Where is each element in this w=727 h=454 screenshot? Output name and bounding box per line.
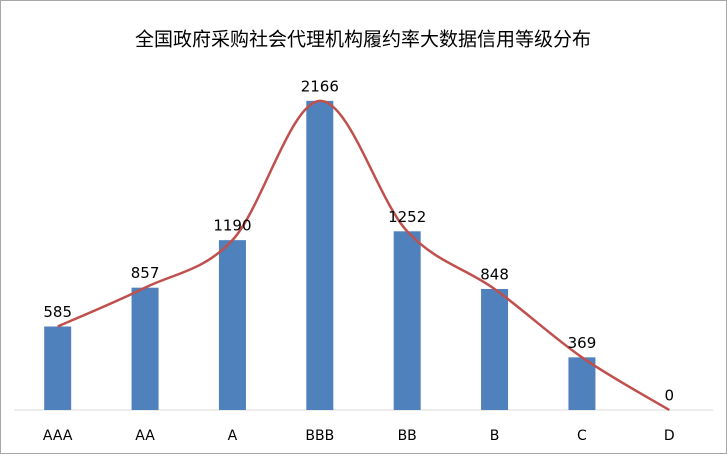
bar [306, 100, 334, 411]
x-tick-label: BBB [305, 428, 334, 444]
chart-title: 全国政府采购社会代理机构履约率大数据信用等级分布 [135, 29, 591, 51]
value-label: 2166 [301, 77, 339, 95]
value-label: 0 [665, 387, 675, 405]
bar [393, 231, 421, 410]
value-label: 857 [131, 264, 160, 282]
bar [568, 357, 596, 410]
bar [44, 326, 72, 410]
x-tick-label: AA [135, 428, 155, 444]
value-label: 848 [480, 265, 509, 283]
bar [481, 288, 509, 410]
value-label: 369 [568, 334, 597, 352]
bar [131, 287, 159, 410]
bar [218, 240, 246, 410]
value-label: 1190 [213, 217, 251, 235]
value-label: 1252 [388, 208, 426, 226]
x-tick-label: B [490, 428, 500, 444]
trend-line [57, 99, 670, 412]
x-tick-label: BB [398, 428, 417, 444]
x-tick-label: C [577, 428, 587, 444]
x-tick-label: A [228, 428, 238, 444]
x-tick-label: AAA [43, 428, 73, 444]
value-label: 585 [43, 303, 72, 321]
x-tick-label: D [664, 428, 675, 444]
